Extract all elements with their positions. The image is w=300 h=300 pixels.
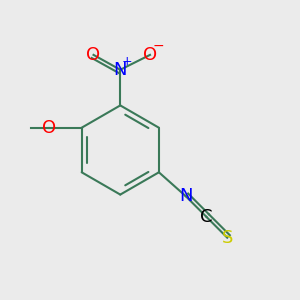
Text: N: N — [113, 61, 127, 79]
Text: N: N — [179, 187, 192, 205]
Text: O: O — [42, 119, 56, 137]
Text: S: S — [222, 229, 233, 247]
Text: O: O — [86, 46, 100, 64]
Text: C: C — [200, 208, 213, 226]
Text: +: + — [122, 55, 132, 68]
Text: O: O — [143, 46, 157, 64]
Text: −: − — [152, 39, 164, 53]
